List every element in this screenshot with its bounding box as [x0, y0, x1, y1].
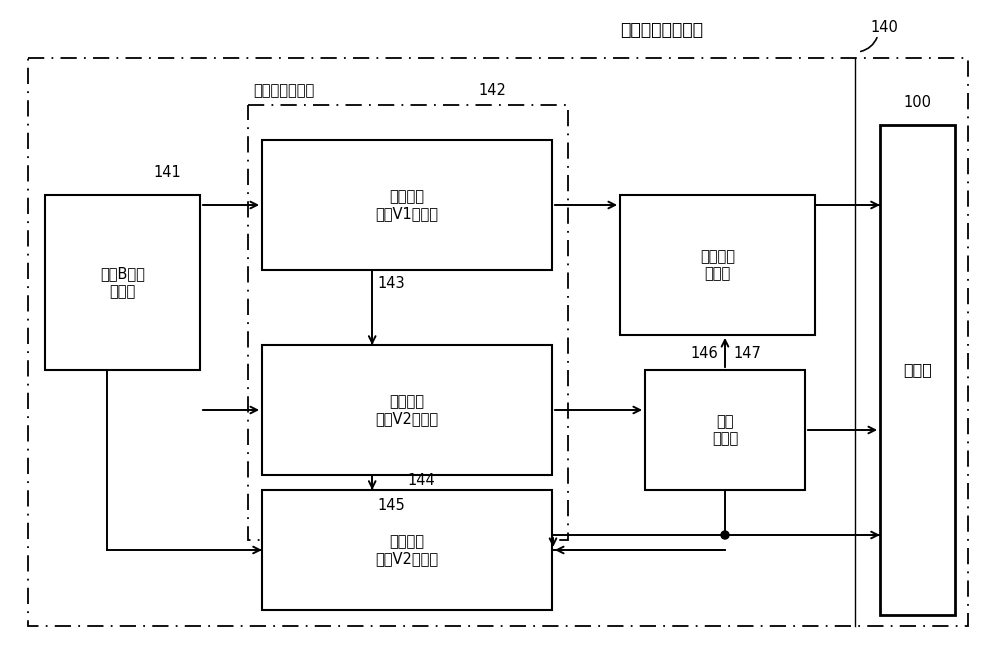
Text: 145: 145 — [377, 498, 405, 513]
Text: 100: 100 — [904, 95, 932, 110]
Text: 143: 143 — [377, 276, 405, 291]
Text: 146: 146 — [690, 346, 718, 361]
Bar — [645, 370, 805, 490]
Text: 甩負荷保護判定部: 甩負荷保護判定部 — [620, 21, 703, 39]
Text: 端子B電壓
檢測部: 端子B電壓 檢測部 — [100, 266, 145, 298]
Text: 141: 141 — [154, 165, 181, 180]
Bar — [262, 140, 552, 270]
Bar — [262, 345, 552, 475]
Bar — [28, 58, 968, 626]
Text: 保護模式
判定部: 保護模式 判定部 — [700, 249, 735, 281]
Text: 信號
產生部: 信號 產生部 — [712, 414, 738, 446]
Bar — [248, 105, 568, 540]
Circle shape — [721, 531, 729, 539]
Text: 140: 140 — [870, 20, 898, 35]
Bar — [262, 490, 552, 610]
Text: 第二閾值
電壓V2判定部: 第二閾值 電壓V2判定部 — [375, 394, 439, 426]
Text: 144: 144 — [407, 473, 435, 488]
Text: 142: 142 — [478, 83, 506, 98]
Text: 147: 147 — [733, 346, 761, 361]
Text: 第三閾值
電壓V2判定部: 第三閾值 電壓V2判定部 — [375, 534, 439, 566]
Bar — [880, 125, 955, 615]
Text: 控制部: 控制部 — [903, 362, 932, 377]
Bar — [45, 195, 200, 370]
Text: 閾值電壓判定部: 閾值電壓判定部 — [253, 83, 314, 98]
Text: 第一閾值
電壓V1判定部: 第一閾值 電壓V1判定部 — [376, 189, 438, 221]
Bar — [620, 195, 815, 335]
